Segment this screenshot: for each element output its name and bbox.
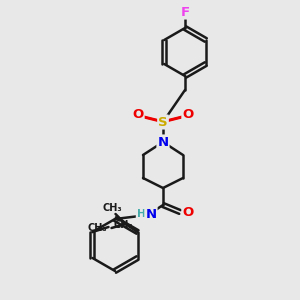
Text: N: N xyxy=(146,208,157,220)
Text: CH₃: CH₃ xyxy=(88,223,107,233)
Text: CH₃: CH₃ xyxy=(103,203,122,213)
Text: N: N xyxy=(158,136,169,148)
Text: S: S xyxy=(158,116,168,128)
Text: O: O xyxy=(182,109,194,122)
Text: O: O xyxy=(132,109,144,122)
Text: CH₃: CH₃ xyxy=(113,220,133,230)
Text: F: F xyxy=(180,5,190,19)
Text: H: H xyxy=(136,209,146,219)
Text: O: O xyxy=(182,206,194,220)
